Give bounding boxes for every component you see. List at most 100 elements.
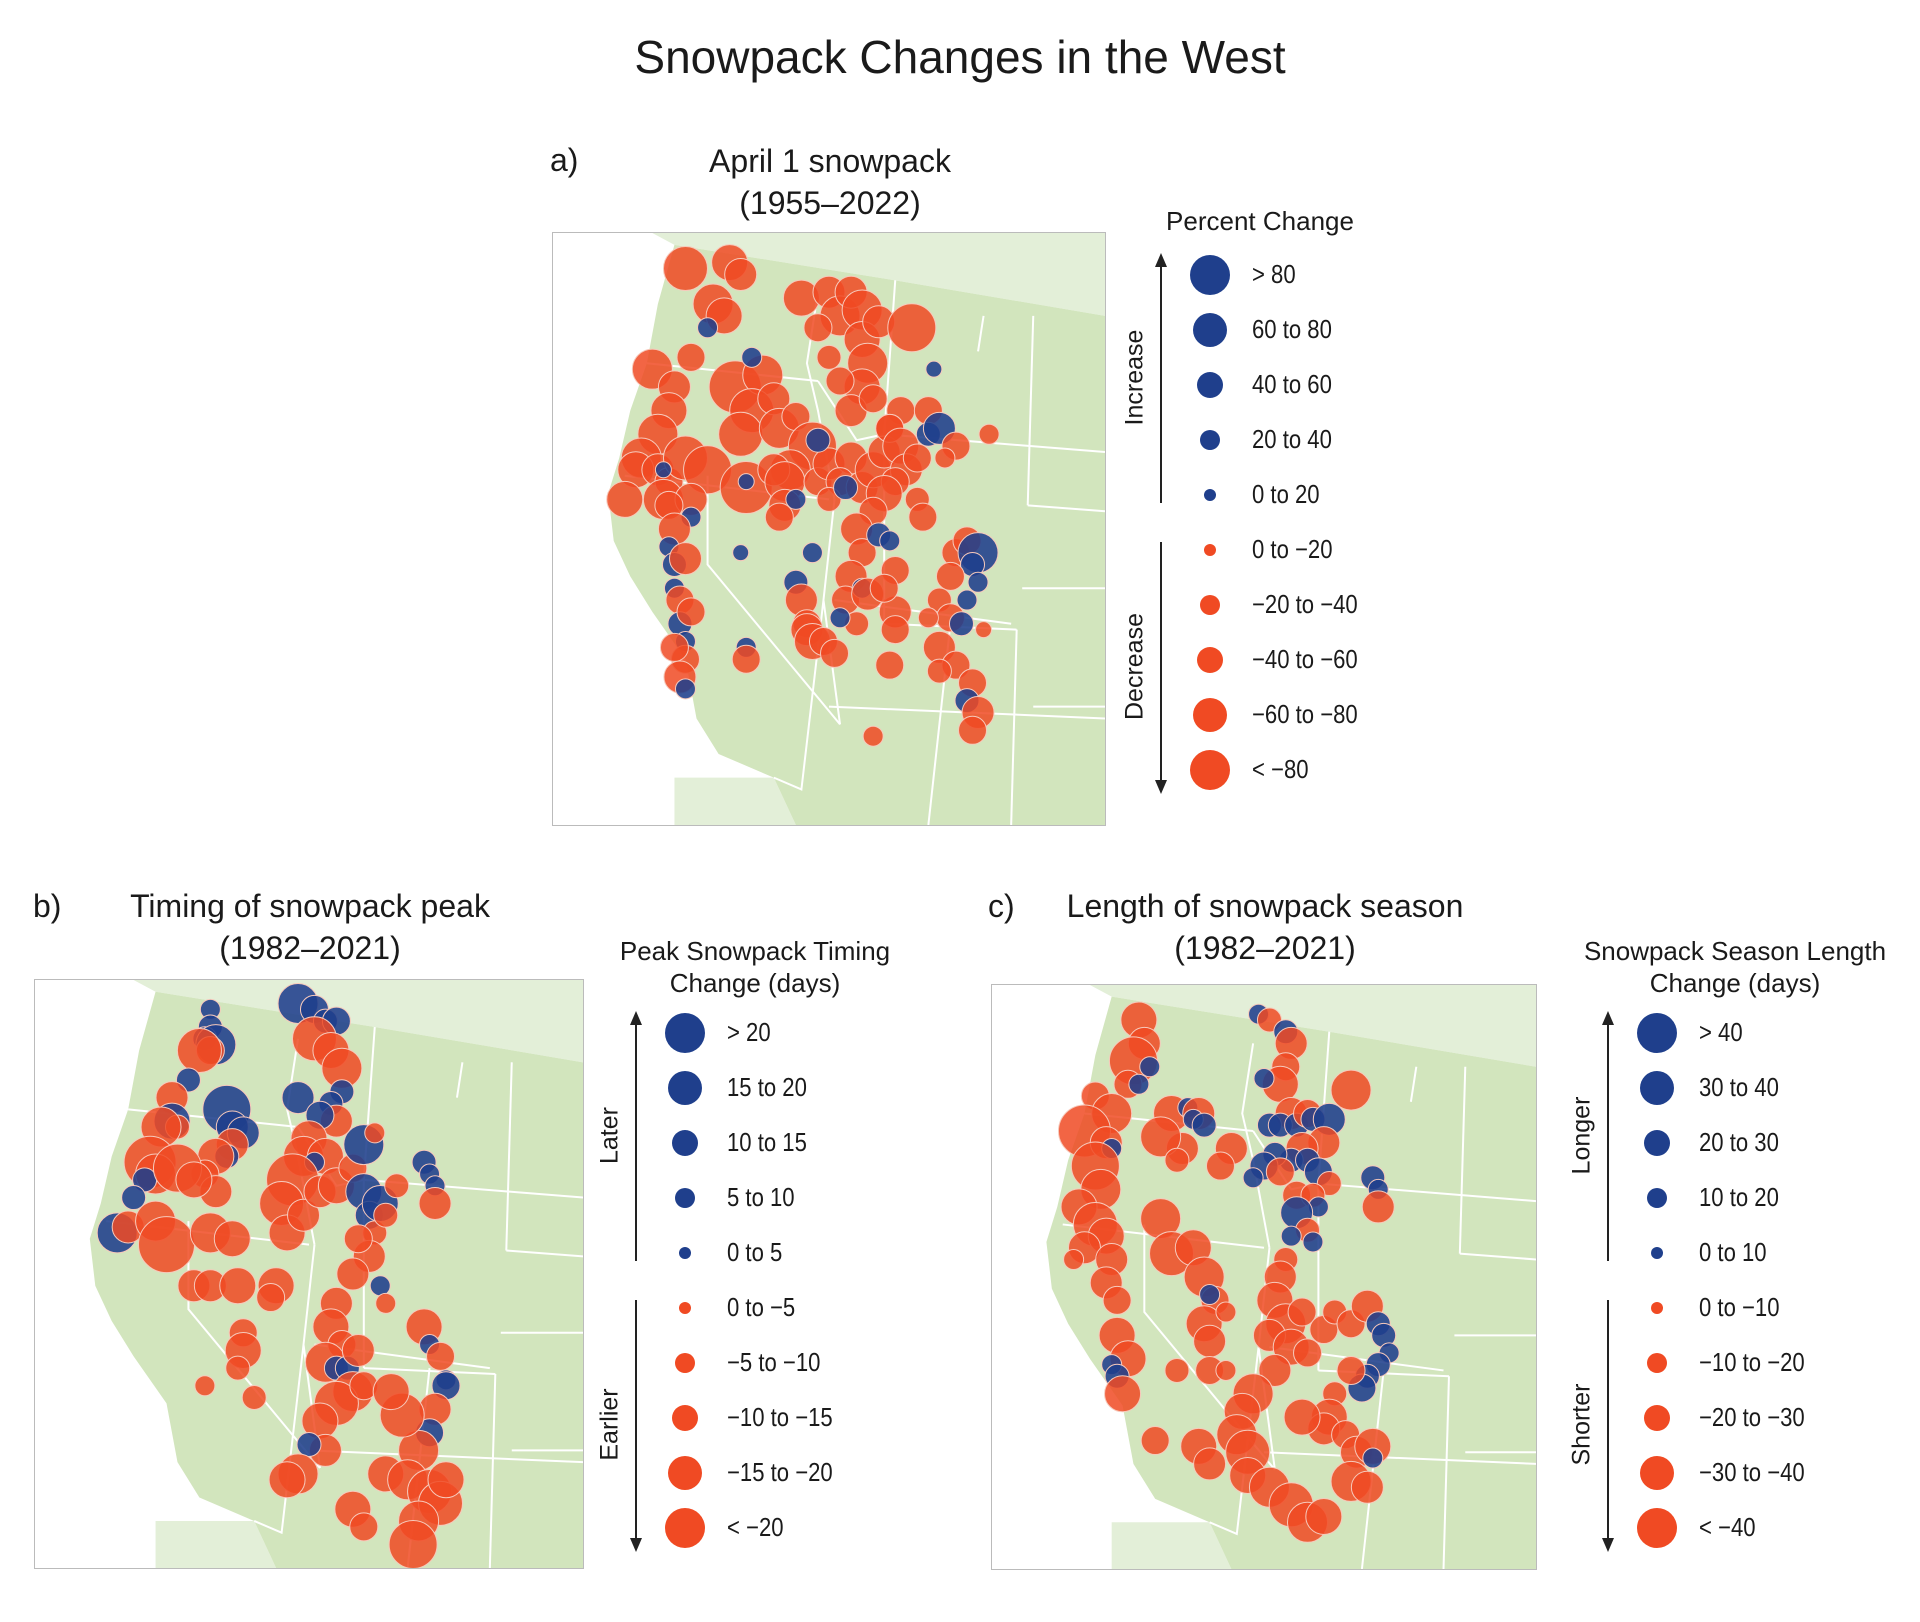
decrease-legend-symbol xyxy=(1637,1508,1677,1548)
increase-site-marker xyxy=(956,589,978,611)
panel-a-legend: Percent Change > 80 60 to 80 40 to 60 20 to … xyxy=(1120,205,1400,825)
decrease-site-marker xyxy=(875,650,905,680)
legend-item-label: < −40 xyxy=(1699,1512,1756,1542)
legend-item-label: 60 to 80 xyxy=(1252,314,1332,344)
decrease-site-marker xyxy=(1193,1447,1227,1481)
decrease-site-marker xyxy=(213,1220,251,1258)
decrease-site-marker xyxy=(268,1461,306,1499)
decrease-site-marker xyxy=(935,561,965,591)
legend-item-label: > 80 xyxy=(1252,259,1296,289)
panel-b-title: Timing of snowpack peak (1982–2021) xyxy=(100,885,520,969)
increase-site-marker xyxy=(1302,1231,1324,1253)
increase-site-marker xyxy=(1242,1167,1264,1189)
decrease-site-marker xyxy=(803,313,833,343)
decrease-axis-line xyxy=(1607,1300,1609,1540)
increase-site-marker xyxy=(833,475,859,501)
increase-legend-symbol xyxy=(1637,1013,1677,1053)
decrease-site-marker xyxy=(1336,1355,1366,1385)
decrease-site-marker xyxy=(341,1333,375,1367)
panel-a-map xyxy=(552,232,1106,826)
decrease-site-marker xyxy=(1293,1338,1323,1368)
legend-item-label: 20 to 30 xyxy=(1699,1127,1779,1157)
decrease-site-marker xyxy=(138,1216,196,1274)
decrease-site-marker xyxy=(676,342,706,372)
increase-site-marker xyxy=(369,1275,391,1297)
increase-site-marker xyxy=(948,611,974,637)
increase-axis-line xyxy=(1160,263,1162,503)
decrease-site-marker xyxy=(668,542,702,576)
legend-item-label: −40 to −60 xyxy=(1252,644,1358,674)
decrease-site-marker xyxy=(1102,1285,1132,1315)
panel-a-title-line2: (1955–2022) xyxy=(739,185,921,221)
site-markers-layer xyxy=(1057,1001,1400,1543)
legend-title-line2: Change (days) xyxy=(669,968,841,998)
panel-c-title-line1: Length of snowpack season xyxy=(1066,888,1464,924)
increase-legend-symbol xyxy=(672,1130,698,1156)
decrease-site-marker xyxy=(364,1122,386,1144)
figure-title: Snowpack Changes in the West xyxy=(634,31,1286,83)
site-markers-layer xyxy=(96,983,465,1568)
legend-title: Peak Snowpack Timing Change (days) xyxy=(590,935,920,999)
decrease-legend-symbol xyxy=(1197,647,1223,673)
increase-site-marker xyxy=(1280,1225,1302,1247)
decrease-site-marker xyxy=(659,632,689,662)
increase-legend-symbol xyxy=(679,1247,691,1259)
increase-site-marker xyxy=(805,427,831,453)
decrease-site-marker xyxy=(1283,1398,1321,1436)
decrease-legend-symbol xyxy=(679,1302,691,1314)
decrease-legend-symbol xyxy=(1647,1353,1667,1373)
decrease-site-marker xyxy=(426,1341,456,1371)
panel-b-title-line2: (1982–2021) xyxy=(219,930,401,966)
decrease-site-marker xyxy=(1140,1116,1182,1158)
legend-item-label: 0 to −20 xyxy=(1252,534,1333,564)
decrease-site-marker xyxy=(1287,1297,1317,1327)
decrease-site-marker xyxy=(887,303,937,353)
legend-item-label: 0 to −5 xyxy=(727,1292,796,1322)
legend-item-label: 15 to 20 xyxy=(727,1072,807,1102)
decrease-site-marker xyxy=(1215,1359,1237,1381)
decrease-legend-symbol xyxy=(665,1508,705,1548)
legend-item-label: −60 to −80 xyxy=(1252,699,1358,729)
decrease-site-marker xyxy=(225,1355,251,1381)
decrease-site-marker xyxy=(1361,1190,1395,1224)
arrow-up-icon xyxy=(630,1011,642,1025)
increase-axis-line xyxy=(1607,1021,1609,1261)
legend-item-label: −10 to −15 xyxy=(727,1402,833,1432)
legend-item-label: 30 to 40 xyxy=(1699,1072,1779,1102)
legend-item-label: 0 to −10 xyxy=(1699,1292,1780,1322)
decrease-site-marker xyxy=(1265,1157,1295,1187)
increase-site-marker xyxy=(281,1081,315,1115)
legend-title-line1: Peak Snowpack Timing xyxy=(619,936,891,966)
decrease-site-marker xyxy=(934,447,956,469)
legend-item-label: 5 to 10 xyxy=(727,1182,795,1212)
legend-title-line1: Percent Change xyxy=(1166,206,1354,236)
increase-legend-symbol xyxy=(1647,1188,1667,1208)
panel-b-map xyxy=(34,979,584,1569)
decrease-site-marker xyxy=(388,1519,438,1568)
increase-site-marker xyxy=(879,530,901,552)
legend-item-label: > 20 xyxy=(727,1017,771,1047)
increase-site-marker xyxy=(296,1432,322,1458)
decrease-legend-symbol xyxy=(1644,1405,1670,1431)
panel-c-legend: Snowpack Season Length Change (days) > 40 3… xyxy=(1550,935,1920,1575)
increase-site-marker xyxy=(674,678,696,700)
decrease-legend-symbol xyxy=(672,1405,698,1431)
increase-axis-label: Increase xyxy=(1120,329,1149,426)
increase-legend-symbol xyxy=(1640,1071,1674,1105)
panel-b-legend: Peak Snowpack Timing Change (days) > 20 15 … xyxy=(590,935,920,1575)
increase-legend-symbol xyxy=(1190,255,1230,295)
increase-site-marker xyxy=(1253,1067,1275,1089)
decrease-site-marker xyxy=(343,1224,373,1254)
decrease-legend-symbol xyxy=(1640,1456,1674,1490)
panel-a-letter: a) xyxy=(550,142,579,178)
increase-site-marker xyxy=(801,542,823,564)
increase-axis-label: Later xyxy=(595,1107,624,1164)
increase-legend-symbol xyxy=(665,1013,705,1053)
increase-site-marker xyxy=(785,488,807,510)
increase-legend-symbol xyxy=(1193,313,1227,347)
arrow-up-icon xyxy=(1155,253,1167,267)
decrease-site-marker xyxy=(1193,1324,1227,1358)
arrow-down-icon xyxy=(1155,780,1167,794)
decrease-site-marker xyxy=(1305,1497,1343,1535)
panel-a-title: April 1 snowpack (1955–2022) xyxy=(640,140,1020,224)
